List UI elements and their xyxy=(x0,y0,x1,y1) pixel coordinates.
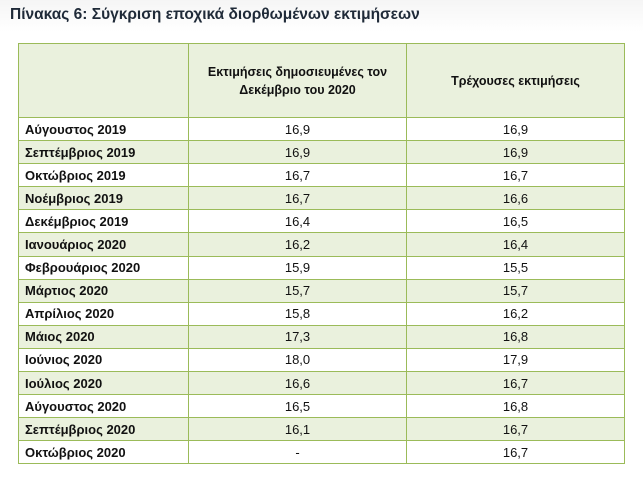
current-estimate-cell: 16,7 xyxy=(406,417,625,442)
table-row: Οκτώβριος 2019 16,7 16,7 xyxy=(18,163,625,188)
month-cell: Απρίλιος 2020 xyxy=(18,301,189,326)
header-published-estimates: Εκτιμήσεις δημοσιευμένες τον Δεκέμβριο τ… xyxy=(188,43,407,118)
published-estimate-cell: 17,3 xyxy=(188,324,407,349)
current-estimate-cell: 16,7 xyxy=(406,371,625,396)
month-cell: Αύγουστος 2020 xyxy=(18,394,189,419)
table-row: Σεπτέμβριος 2020 16,1 16,7 xyxy=(18,417,625,442)
current-estimate-cell: 16,9 xyxy=(406,116,625,142)
current-estimate-cell: 16,7 xyxy=(406,440,625,465)
month-cell: Φεβρουάριος 2020 xyxy=(18,255,189,280)
header-corner-cell xyxy=(18,43,189,118)
month-cell: Οκτώβριος 2019 xyxy=(18,163,189,188)
table-row: Δεκέμβριος 2019 16,4 16,5 xyxy=(18,209,625,234)
table-row: Μάρτιος 2020 15,7 15,7 xyxy=(18,278,625,303)
month-cell: Ιούλιος 2020 xyxy=(18,371,189,396)
page-title: Πίνακας 6: Σύγκριση εποχικά διορθωμένων … xyxy=(10,6,420,23)
header-current-estimates: Τρέχουσες εκτιμήσεις xyxy=(406,43,625,118)
table-row: Σεπτέμβριος 2019 16,9 16,9 xyxy=(18,140,625,165)
published-estimate-cell: 18,0 xyxy=(188,347,407,373)
published-estimate-cell: 16,4 xyxy=(188,209,407,234)
month-cell: Μάιος 2020 xyxy=(18,324,189,349)
published-estimate-cell: 15,8 xyxy=(188,301,407,326)
current-estimate-cell: 16,8 xyxy=(406,324,625,349)
published-estimate-cell: 15,9 xyxy=(188,255,407,280)
published-estimate-cell: 16,9 xyxy=(188,140,407,165)
table-row: Μάιος 2020 17,3 16,8 xyxy=(18,324,625,349)
published-estimate-cell: 16,7 xyxy=(188,163,407,188)
published-estimate-cell: 16,1 xyxy=(188,417,407,442)
published-estimate-cell: - xyxy=(188,440,407,465)
month-cell: Ιανουάριος 2020 xyxy=(18,232,189,257)
published-estimate-cell: 16,7 xyxy=(188,186,407,211)
table-body: Εκτιμήσεις δημοσιευμένες τον Δεκέμβριο τ… xyxy=(18,43,625,465)
month-cell: Μάρτιος 2020 xyxy=(18,278,189,303)
table-row: Αύγουστος 2019 16,9 16,9 xyxy=(18,116,625,142)
current-estimate-cell: 16,7 xyxy=(406,163,625,188)
published-estimate-cell: 15,7 xyxy=(188,278,407,303)
current-estimate-cell: 16,8 xyxy=(406,394,625,419)
current-estimate-cell: 15,7 xyxy=(406,278,625,303)
current-estimate-cell: 15,5 xyxy=(406,255,625,280)
current-estimate-cell: 16,9 xyxy=(406,140,625,165)
month-cell: Νοέμβριος 2019 xyxy=(18,186,189,211)
estimates-comparison-table: Εκτιμήσεις δημοσιευμένες τον Δεκέμβριο τ… xyxy=(18,43,625,465)
published-estimate-cell: 16,5 xyxy=(188,394,407,419)
month-cell: Ιούνιος 2020 xyxy=(18,347,189,373)
table-row: Απρίλιος 2020 15,8 16,2 xyxy=(18,301,625,326)
table-row: Νοέμβριος 2019 16,7 16,6 xyxy=(18,186,625,211)
table-row: Ιανουάριος 2020 16,2 16,4 xyxy=(18,232,625,257)
table-header-row: Εκτιμήσεις δημοσιευμένες τον Δεκέμβριο τ… xyxy=(18,43,625,118)
month-cell: Σεπτέμβριος 2020 xyxy=(18,417,189,442)
table-row: Ιούνιος 2020 18,0 17,9 xyxy=(18,347,625,373)
month-cell: Αύγουστος 2019 xyxy=(18,116,189,142)
table-row: Ιούλιος 2020 16,6 16,7 xyxy=(18,371,625,396)
month-cell: Οκτώβριος 2020 xyxy=(18,440,189,465)
published-estimate-cell: 16,2 xyxy=(188,232,407,257)
current-estimate-cell: 16,4 xyxy=(406,232,625,257)
current-estimate-cell: 17,9 xyxy=(406,347,625,373)
title-bar: Πίνακας 6: Σύγκριση εποχικά διορθωμένων … xyxy=(0,0,643,32)
table-row: Οκτώβριος 2020-16,7 xyxy=(18,440,625,465)
month-cell: Σεπτέμβριος 2019 xyxy=(18,140,189,165)
published-estimate-cell: 16,9 xyxy=(188,116,407,142)
month-cell: Δεκέμβριος 2019 xyxy=(18,209,189,234)
table-row: Φεβρουάριος 2020 15,9 15,5 xyxy=(18,255,625,280)
current-estimate-cell: 16,2 xyxy=(406,301,625,326)
published-estimate-cell: 16,6 xyxy=(188,371,407,396)
current-estimate-cell: 16,6 xyxy=(406,186,625,211)
current-estimate-cell: 16,5 xyxy=(406,209,625,234)
table-row: Αύγουστος 2020 16,5 16,8 xyxy=(18,394,625,419)
